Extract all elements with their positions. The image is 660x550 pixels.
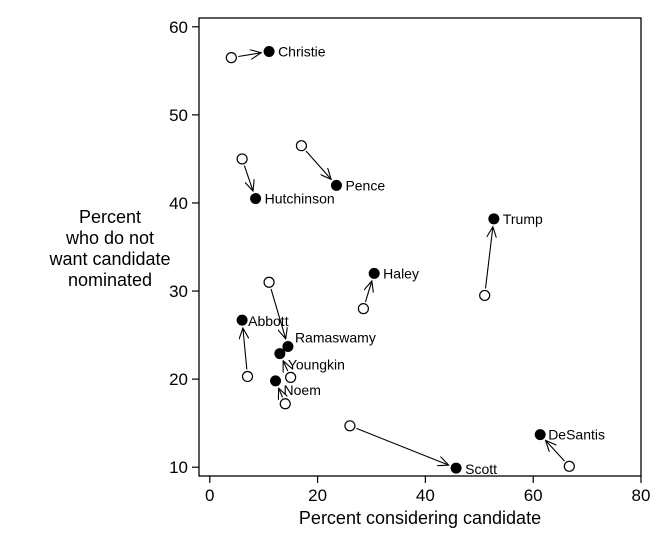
- point-start-youngkin: [285, 371, 297, 383]
- point-end-scott: [450, 462, 462, 474]
- arrow-abbott: [243, 328, 247, 370]
- arrow-ramaswamy: [270, 288, 286, 339]
- arrow-scott: [356, 427, 448, 465]
- point-start-scott: [344, 420, 356, 432]
- x-tick-label: 20: [308, 486, 327, 505]
- y-axis: 10 20 30 40 50 60: [169, 18, 199, 477]
- label-scott: Scott: [465, 461, 497, 477]
- point-end-hutchinson: [250, 193, 262, 205]
- label-haley: Haley: [383, 265, 419, 281]
- arrow-noem: [279, 388, 283, 397]
- y-tick-label: 30: [169, 282, 188, 301]
- point-start-hutchinson: [236, 153, 248, 165]
- point-start-desantis: [563, 460, 575, 472]
- x-tick-label: 0: [205, 486, 214, 505]
- point-end-noem: [270, 375, 282, 387]
- x-tick-label: 40: [416, 486, 435, 505]
- x-axis-title: Percent considering candidate: [299, 508, 541, 528]
- label-youngkin: Youngkin: [288, 357, 345, 373]
- y-axis-title: Percent who do not want candidate nomina…: [40, 207, 180, 291]
- label-christie: Christie: [278, 43, 326, 59]
- label-pence: Pence: [345, 177, 385, 193]
- label-ramaswamy: Ramaswamy: [295, 330, 376, 346]
- arrow-desantis: [546, 440, 565, 462]
- point-end-christie: [263, 45, 275, 57]
- y-axis-title-line-3: want candidate: [49, 249, 171, 269]
- arrow-christie: [238, 53, 261, 57]
- y-tick-label: 10: [169, 458, 188, 477]
- y-axis-title-line-4: nominated: [67, 270, 153, 290]
- y-tick-label: 40: [169, 194, 188, 213]
- point-end-ramaswamy: [282, 341, 294, 353]
- arrow-trump: [484, 227, 493, 289]
- point-start-trump: [479, 289, 491, 302]
- point-start-noem: [279, 398, 291, 410]
- point-end-trump: [488, 213, 500, 225]
- y-tick-label: 20: [169, 370, 188, 389]
- arrow-hutchinson: [243, 165, 253, 191]
- point-start-haley: [357, 303, 370, 315]
- label-desantis: DeSantis: [548, 427, 605, 443]
- point-end-desantis: [534, 429, 546, 441]
- label-noem: Noem: [284, 382, 321, 398]
- label-hutchinson: Hutchinson: [265, 191, 335, 207]
- x-tick-label: 60: [524, 486, 543, 505]
- arrow-haley: [365, 281, 371, 303]
- arrow-youngkin: [283, 361, 288, 371]
- point-end-haley: [368, 267, 380, 279]
- label-trump: Trump: [503, 211, 543, 227]
- point-start-abbott: [241, 370, 254, 383]
- y-tick-label: 60: [169, 18, 188, 37]
- x-tick-label: 80: [632, 486, 651, 505]
- point-end-youngkin: [274, 348, 286, 360]
- point-start-christie: [225, 52, 237, 64]
- y-tick-label: 50: [169, 106, 188, 125]
- candidate-labels: Christie Pence Hutchinson Trump Haley Abbott R…: [248, 43, 605, 477]
- arrow-pence: [305, 150, 331, 179]
- plot-area-frame: [198, 17, 642, 477]
- x-axis: 0 20 40 60 80: [205, 476, 650, 505]
- data-points: [225, 45, 575, 474]
- y-axis-title-line-2: who do not: [65, 228, 155, 248]
- y-axis-title-line-1: Percent: [78, 207, 142, 227]
- point-start-pence: [295, 140, 308, 152]
- label-abbott: Abbott: [248, 313, 289, 329]
- movement-arrows: [238, 53, 565, 465]
- point-end-abbott: [236, 314, 248, 326]
- point-start-ramaswamy: [263, 276, 275, 288]
- point-end-pence: [330, 179, 342, 191]
